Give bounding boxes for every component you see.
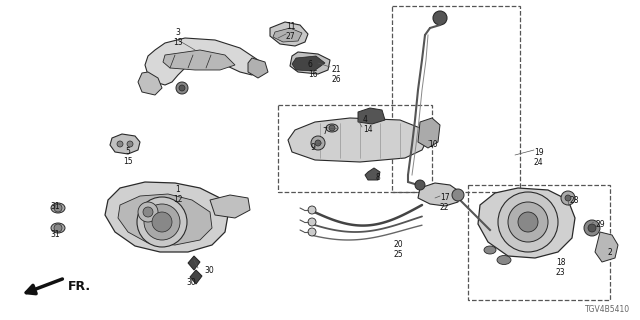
Ellipse shape xyxy=(51,203,65,213)
Polygon shape xyxy=(188,256,200,270)
Polygon shape xyxy=(358,108,385,124)
Polygon shape xyxy=(290,52,330,74)
Circle shape xyxy=(452,189,464,201)
Text: 25: 25 xyxy=(393,250,403,259)
Polygon shape xyxy=(292,56,325,71)
Polygon shape xyxy=(595,232,618,262)
Text: 14: 14 xyxy=(363,125,372,134)
Text: 29: 29 xyxy=(595,220,605,229)
Polygon shape xyxy=(210,195,250,218)
Polygon shape xyxy=(138,72,162,95)
Text: 30: 30 xyxy=(186,278,196,287)
Polygon shape xyxy=(190,270,202,284)
Polygon shape xyxy=(248,58,268,78)
Circle shape xyxy=(308,228,316,236)
Polygon shape xyxy=(273,28,302,42)
Text: 23: 23 xyxy=(556,268,566,277)
Text: 30: 30 xyxy=(204,266,214,275)
Polygon shape xyxy=(288,118,428,162)
Text: 28: 28 xyxy=(569,196,579,205)
Text: 31: 31 xyxy=(50,230,60,239)
Circle shape xyxy=(518,212,538,232)
Circle shape xyxy=(433,11,447,25)
Text: FR.: FR. xyxy=(68,280,91,293)
Circle shape xyxy=(176,82,188,94)
Text: 9: 9 xyxy=(310,143,315,152)
Ellipse shape xyxy=(51,223,65,233)
Circle shape xyxy=(54,224,62,232)
Polygon shape xyxy=(110,134,140,154)
Polygon shape xyxy=(118,194,212,245)
Circle shape xyxy=(588,224,596,232)
Polygon shape xyxy=(163,50,235,70)
Circle shape xyxy=(329,125,335,131)
Polygon shape xyxy=(418,183,460,206)
Text: 7: 7 xyxy=(322,127,327,136)
Text: 4: 4 xyxy=(363,115,368,124)
Polygon shape xyxy=(365,168,380,180)
Circle shape xyxy=(127,141,133,147)
Polygon shape xyxy=(145,38,260,85)
Bar xyxy=(278,105,432,192)
Circle shape xyxy=(315,140,321,146)
Text: 10: 10 xyxy=(428,140,438,149)
Circle shape xyxy=(179,85,185,91)
Bar xyxy=(468,185,610,300)
Circle shape xyxy=(54,204,62,212)
Text: 1: 1 xyxy=(175,185,180,194)
Polygon shape xyxy=(270,22,308,46)
Circle shape xyxy=(117,141,123,147)
Circle shape xyxy=(152,212,172,232)
Text: 19: 19 xyxy=(534,148,543,157)
Text: 26: 26 xyxy=(332,75,342,84)
Polygon shape xyxy=(418,118,440,148)
Circle shape xyxy=(144,204,180,240)
Text: TGV4B5410: TGV4B5410 xyxy=(585,305,630,314)
Text: 8: 8 xyxy=(375,173,380,182)
Text: 20: 20 xyxy=(393,240,403,249)
Circle shape xyxy=(137,197,187,247)
Circle shape xyxy=(311,136,325,150)
Circle shape xyxy=(561,191,575,205)
Text: 18: 18 xyxy=(556,258,566,267)
Circle shape xyxy=(308,206,316,214)
Circle shape xyxy=(565,195,571,201)
Circle shape xyxy=(415,180,425,190)
Text: 11: 11 xyxy=(286,22,296,31)
Text: 3: 3 xyxy=(175,28,180,37)
Text: 31: 31 xyxy=(50,202,60,211)
Polygon shape xyxy=(478,188,575,258)
Ellipse shape xyxy=(497,255,511,265)
Ellipse shape xyxy=(326,124,338,132)
Text: 2: 2 xyxy=(608,248,612,257)
Text: 27: 27 xyxy=(286,32,296,41)
Text: 24: 24 xyxy=(534,158,543,167)
Text: 6: 6 xyxy=(308,60,313,69)
Circle shape xyxy=(308,218,316,226)
Text: 15: 15 xyxy=(123,157,133,166)
Circle shape xyxy=(143,207,153,217)
Ellipse shape xyxy=(484,246,496,254)
Bar xyxy=(392,6,520,192)
Text: 17: 17 xyxy=(440,193,450,202)
Circle shape xyxy=(498,192,558,252)
Text: 12: 12 xyxy=(173,195,183,204)
Circle shape xyxy=(508,202,548,242)
Circle shape xyxy=(138,202,158,222)
Text: 21: 21 xyxy=(332,65,342,74)
Circle shape xyxy=(584,220,600,236)
Text: 16: 16 xyxy=(308,70,317,79)
Text: 5: 5 xyxy=(125,147,131,156)
Text: 13: 13 xyxy=(173,38,183,47)
Polygon shape xyxy=(105,182,228,252)
Text: 22: 22 xyxy=(440,203,449,212)
